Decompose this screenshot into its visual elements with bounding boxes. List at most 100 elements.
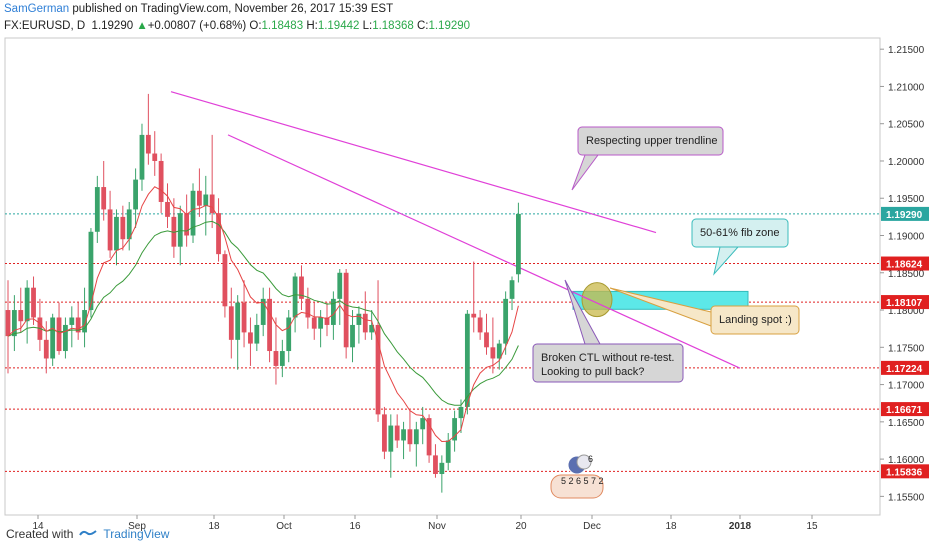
fib-zone-note[interactable]: 50-61% fib zone (691, 218, 789, 276)
respecting-note[interactable]: Respecting upper trendline (571, 126, 724, 191)
candle-body (388, 425, 394, 452)
price-label-text: 1.15836 (886, 467, 923, 478)
candle-body (401, 429, 406, 441)
candle-body (203, 194, 209, 206)
price-label-badge[interactable] (881, 360, 929, 375)
candle-body (503, 298, 509, 344)
time-tick-label: 15 (806, 521, 818, 532)
price-label-text: 1.18107 (886, 298, 923, 309)
moving-averages (7, 186, 519, 443)
candle-body (484, 332, 489, 348)
price-label-text: 1.19290 (886, 210, 923, 221)
candle-body (177, 213, 183, 247)
upper-trendline[interactable] (170, 91, 657, 234)
events-count: 6 (588, 454, 593, 464)
price-label-badge[interactable] (881, 464, 929, 479)
candle-body (82, 310, 87, 333)
candle-body (184, 213, 190, 236)
lower-trendline[interactable] (227, 134, 741, 369)
price-label-text: 1.17224 (886, 364, 923, 375)
candle-body (254, 324, 260, 344)
candle-body (75, 317, 81, 333)
candle-body (126, 209, 132, 240)
candle-body (516, 213, 521, 275)
candle-body (413, 429, 419, 445)
price-label-badge[interactable] (881, 206, 929, 221)
time-tick-label: 14 (32, 521, 44, 532)
events-numbers: 5 2 6 5 7 2 (561, 476, 604, 486)
candle-body (228, 306, 234, 340)
ema-fast-line (7, 186, 519, 443)
price-tick-label: 1.16000 (888, 455, 925, 466)
price-label-badge[interactable] (881, 402, 929, 417)
tradingview-brand[interactable]: TradingView (103, 527, 170, 541)
time-tick-label: Nov (428, 521, 446, 532)
price-tick-label: 1.17000 (888, 381, 925, 392)
annotations[interactable]: Respecting upper trendline 50-61% fib zon… (532, 126, 800, 383)
landing-note[interactable]: Landing spot :) (609, 287, 800, 335)
candle-body (120, 216, 126, 240)
ema-slow-line (7, 220, 519, 406)
candle-body (375, 324, 381, 415)
price-axis[interactable]: 1.21500 1.21000 1.20500 1.20000 1.19500 1.190… (880, 45, 929, 503)
price-label-badge[interactable] (881, 295, 929, 310)
open-label: O: (249, 20, 262, 32)
candle-body (88, 231, 94, 311)
candle-body (209, 194, 215, 214)
broken-ctl-note[interactable]: Broken CTL without re-test. Looking to pu… (532, 279, 684, 383)
close-value: 1.19290 (428, 20, 471, 32)
time-tick-label: Oct (276, 521, 292, 532)
candle-body (133, 179, 138, 210)
footer: Created with TradingView (6, 527, 169, 541)
change-value: +0.00807 (+0.68%) (147, 20, 247, 32)
candle-body (356, 313, 362, 325)
candle-body (324, 317, 330, 325)
price-tick-label: 1.17500 (888, 343, 925, 354)
candle-body (330, 298, 336, 325)
candle-body (152, 153, 158, 161)
candle-body (426, 418, 432, 456)
landing-ellipse[interactable] (581, 282, 613, 318)
up-arrow-icon: ▲ (136, 20, 148, 32)
symbol-label: FX:EURUSD, D (4, 20, 86, 32)
candle-body (107, 209, 113, 251)
candle-body (471, 313, 477, 318)
candle-body (464, 313, 470, 407)
price-label-badge[interactable] (881, 256, 929, 271)
candle-body (235, 302, 241, 340)
fib-zone-note-text: 50-61% fib zone (700, 227, 780, 239)
candle-body (241, 302, 247, 333)
events-strip[interactable] (550, 474, 604, 499)
candle-body (420, 418, 426, 430)
candle-body (286, 317, 292, 352)
candle-body (369, 324, 375, 333)
time-tick-label: Sep (128, 521, 146, 532)
candlesticks (5, 93, 521, 493)
price-tick-label: 1.18000 (888, 306, 925, 317)
respecting-note-box (577, 126, 724, 156)
events-badge[interactable]: 6 5 2 6 5 7 2 (550, 454, 604, 499)
candle-body (292, 276, 298, 318)
flag-eu-icon[interactable] (576, 454, 592, 470)
candle-body (50, 317, 56, 359)
candle-body (343, 272, 349, 348)
low-label: L: (362, 20, 373, 32)
landing-note-box (710, 305, 800, 335)
time-tick-label: 18 (208, 521, 220, 532)
author-link[interactable]: SamGerman (4, 3, 70, 15)
candle-body (69, 317, 75, 325)
respecting-note-pointer (571, 154, 599, 191)
price-label-text: 1.18624 (886, 260, 923, 271)
chart-grid (4, 37, 881, 516)
broken-ctl-note-text: Broken CTL without re-test. (541, 352, 674, 364)
price-tick-label: 1.21500 (888, 45, 925, 56)
trendlines[interactable] (170, 91, 741, 369)
candle-body (24, 287, 30, 322)
price-tick-label: 1.19000 (888, 232, 925, 243)
ohlc-legend: FX:EURUSD, D 1.19290 ▲+0.00807 (+0.68%) … (4, 20, 470, 32)
fib-zone-note-pointer (713, 246, 740, 276)
time-axis[interactable]: 14 Sep 18 Oct 16 Nov 20 Dec 18 2018 15 (32, 515, 818, 532)
candle-body (439, 462, 445, 475)
candle-body (318, 317, 324, 329)
